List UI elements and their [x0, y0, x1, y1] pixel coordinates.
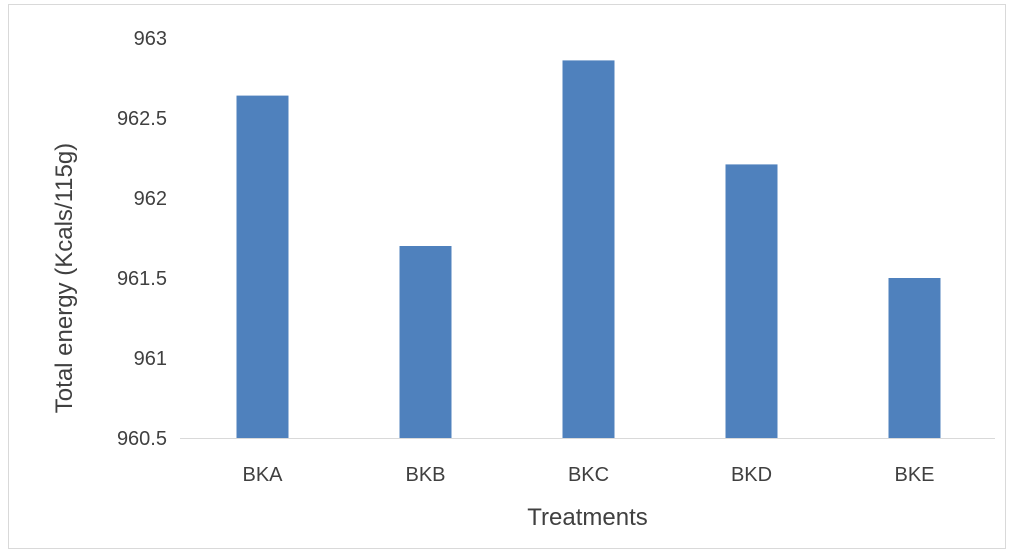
- x-tick-label: BKB: [405, 464, 445, 486]
- bar: [236, 95, 289, 438]
- x-tick-label: BKC: [568, 464, 609, 486]
- y-tick-label: 960.5: [117, 428, 167, 450]
- chart-frame: [8, 4, 1006, 549]
- y-tick-label: 962: [134, 188, 167, 210]
- x-axis-ticks: BKA BKB BKC BKD BKE: [242, 464, 934, 486]
- bars: [236, 60, 941, 439]
- x-axis-title: Treatments: [527, 504, 647, 531]
- bar: [399, 246, 452, 438]
- y-axis-ticks: 960.5 961 961.5 962 962.5 963: [117, 28, 167, 450]
- bar: [562, 60, 615, 439]
- y-tick-label: 962.5: [117, 108, 167, 130]
- x-tick-label: BKD: [731, 464, 772, 486]
- bar: [888, 278, 941, 438]
- y-tick-label: 963: [134, 28, 167, 50]
- y-tick-label: 961: [134, 348, 167, 370]
- y-tick-label: 961.5: [117, 268, 167, 290]
- x-tick-label: BKE: [894, 464, 934, 486]
- bar: [725, 164, 778, 438]
- x-tick-label: BKA: [242, 464, 283, 486]
- y-axis-title: Total energy (Kcals/115g): [51, 143, 78, 413]
